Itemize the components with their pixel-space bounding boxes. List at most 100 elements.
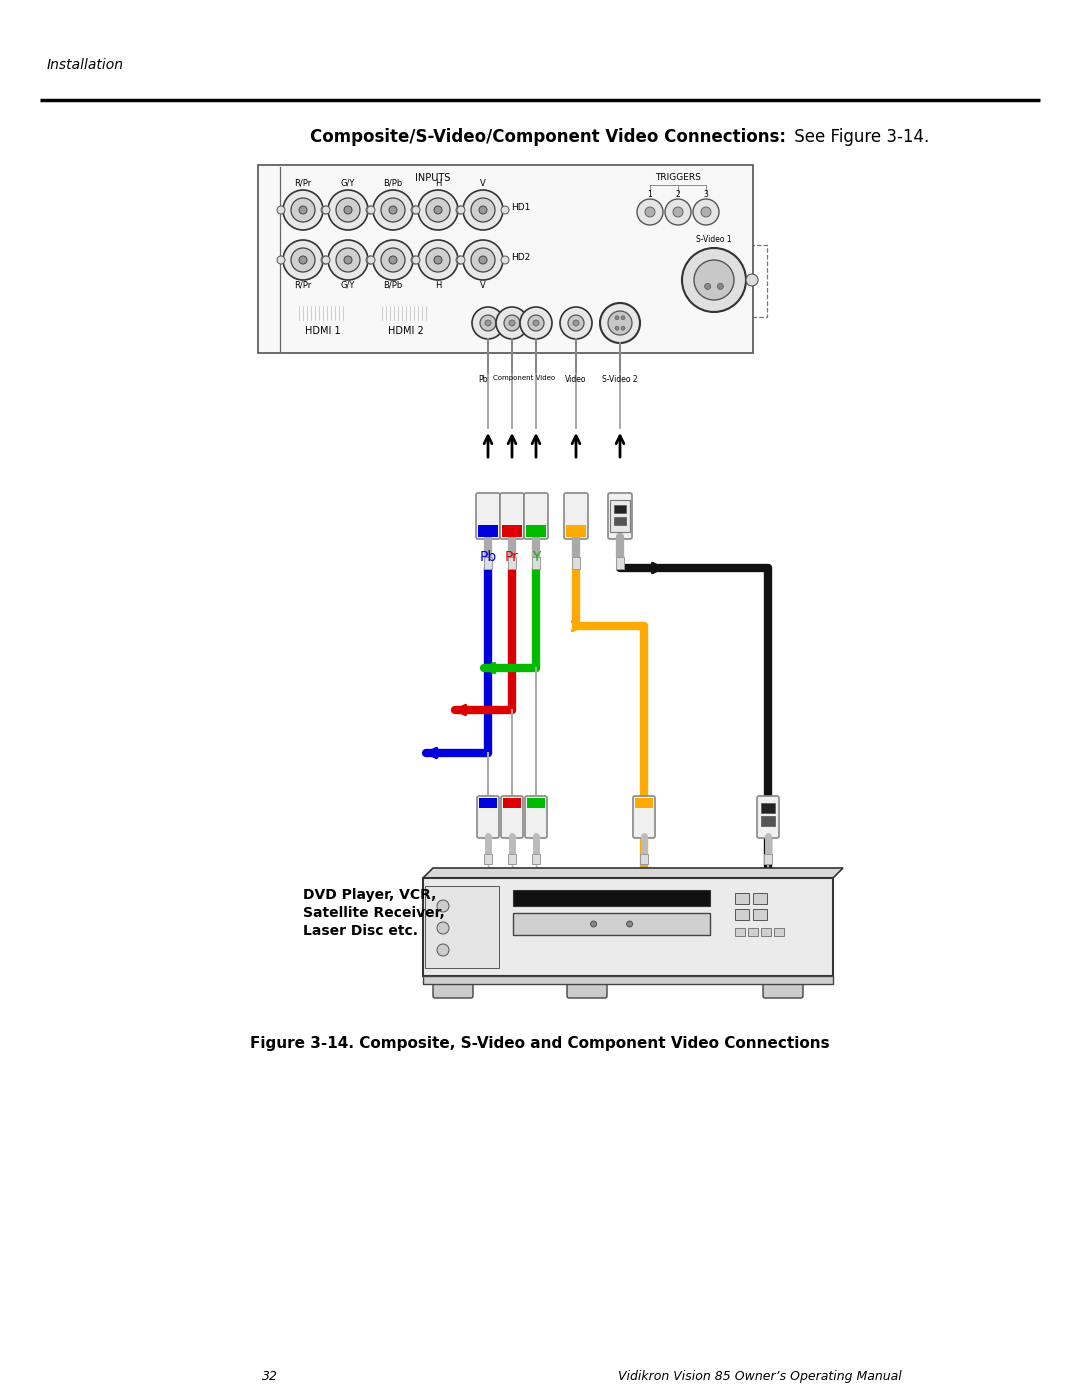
Text: Y: Y: [531, 550, 540, 564]
Circle shape: [457, 256, 465, 264]
Bar: [635, 798, 653, 807]
Bar: [761, 803, 775, 813]
Text: V: V: [481, 179, 486, 189]
Bar: [532, 557, 540, 569]
FancyBboxPatch shape: [564, 493, 588, 539]
Circle shape: [291, 249, 315, 272]
Circle shape: [373, 190, 413, 231]
FancyBboxPatch shape: [501, 796, 523, 838]
Circle shape: [600, 303, 640, 344]
Circle shape: [573, 320, 579, 326]
Text: DVD Player, VCR,: DVD Player, VCR,: [303, 888, 436, 902]
Circle shape: [673, 207, 683, 217]
Text: Pb: Pb: [478, 374, 488, 384]
Circle shape: [568, 314, 584, 331]
FancyBboxPatch shape: [524, 493, 548, 539]
Text: G/Y: G/Y: [341, 281, 355, 291]
Text: HD1: HD1: [511, 203, 530, 211]
FancyBboxPatch shape: [376, 300, 436, 326]
Text: H: H: [435, 281, 442, 291]
Bar: [677, 244, 767, 317]
Circle shape: [471, 249, 495, 272]
Circle shape: [480, 256, 487, 264]
Circle shape: [328, 190, 368, 231]
Circle shape: [411, 256, 419, 264]
Bar: [734, 893, 748, 904]
Bar: [747, 928, 757, 936]
Circle shape: [283, 240, 323, 279]
Circle shape: [480, 205, 487, 214]
Bar: [572, 557, 580, 569]
Circle shape: [463, 190, 503, 231]
Text: HDMI 1: HDMI 1: [306, 326, 341, 337]
Circle shape: [501, 256, 509, 264]
Text: HD2: HD2: [511, 253, 530, 261]
Circle shape: [411, 205, 419, 214]
Circle shape: [291, 198, 315, 222]
Text: Installation: Installation: [48, 59, 124, 73]
Circle shape: [426, 249, 450, 272]
Text: V: V: [481, 281, 486, 291]
Circle shape: [621, 316, 625, 320]
Text: 1: 1: [648, 190, 652, 198]
FancyBboxPatch shape: [633, 796, 654, 838]
Circle shape: [336, 249, 360, 272]
Circle shape: [434, 205, 442, 214]
Circle shape: [321, 256, 329, 264]
Text: H: H: [435, 179, 442, 189]
Circle shape: [418, 240, 458, 279]
Bar: [760, 928, 771, 936]
FancyBboxPatch shape: [521, 914, 703, 935]
Circle shape: [693, 198, 719, 225]
Bar: [640, 854, 648, 863]
Text: Pb: Pb: [480, 550, 497, 564]
FancyBboxPatch shape: [608, 493, 632, 539]
Text: Component Video: Component Video: [492, 374, 555, 381]
Circle shape: [366, 205, 374, 214]
Bar: [478, 525, 498, 536]
Bar: [616, 557, 624, 569]
Bar: [258, 165, 753, 353]
Circle shape: [276, 205, 285, 214]
Circle shape: [336, 198, 360, 222]
Bar: [753, 909, 767, 921]
Bar: [532, 854, 540, 863]
Circle shape: [704, 284, 711, 289]
Circle shape: [328, 240, 368, 279]
Text: Pr: Pr: [505, 550, 518, 564]
Circle shape: [389, 256, 397, 264]
Text: R/Pr: R/Pr: [295, 281, 312, 291]
Circle shape: [463, 240, 503, 279]
Bar: [480, 798, 497, 807]
Text: Satellite Receiver,: Satellite Receiver,: [303, 907, 445, 921]
Circle shape: [381, 198, 405, 222]
Circle shape: [366, 256, 374, 264]
Bar: [513, 890, 710, 907]
Bar: [423, 977, 833, 983]
Polygon shape: [423, 868, 843, 877]
FancyBboxPatch shape: [477, 796, 499, 838]
Circle shape: [276, 256, 285, 264]
Text: Composite/S-Video/Component Video Connections:: Composite/S-Video/Component Video Connec…: [310, 129, 786, 147]
Text: Figure 3-14. Composite, S-Video and Component Video Connections: Figure 3-14. Composite, S-Video and Comp…: [251, 1037, 829, 1051]
Bar: [508, 854, 516, 863]
Circle shape: [485, 320, 491, 326]
Circle shape: [367, 256, 375, 264]
FancyBboxPatch shape: [500, 493, 524, 539]
Bar: [426, 886, 499, 968]
Bar: [734, 928, 744, 936]
Circle shape: [496, 307, 528, 339]
Circle shape: [345, 205, 352, 214]
Bar: [764, 854, 772, 863]
FancyBboxPatch shape: [293, 300, 353, 326]
Circle shape: [591, 921, 596, 928]
Text: S-Video 2: S-Video 2: [603, 374, 638, 384]
Bar: [503, 798, 521, 807]
Bar: [526, 525, 546, 536]
Text: HDMI 2: HDMI 2: [388, 326, 423, 337]
Circle shape: [665, 198, 691, 225]
FancyBboxPatch shape: [476, 493, 500, 539]
Circle shape: [717, 284, 724, 289]
Circle shape: [519, 307, 552, 339]
Circle shape: [345, 256, 352, 264]
